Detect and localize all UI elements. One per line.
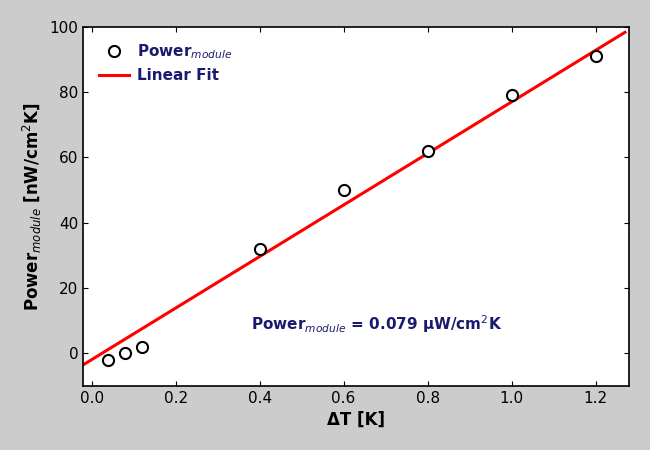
Point — [506, 92, 517, 99]
Point — [103, 356, 114, 363]
Point — [254, 245, 265, 252]
Point — [136, 343, 147, 350]
Legend: Power$_{module}$, Linear Fit: Power$_{module}$, Linear Fit — [91, 35, 240, 91]
Y-axis label: Power$_{module}$ [nW/cm$^{2}$K]: Power$_{module}$ [nW/cm$^{2}$K] — [21, 102, 44, 310]
Point — [590, 53, 601, 60]
Point — [120, 350, 131, 357]
X-axis label: ΔT [K]: ΔT [K] — [327, 411, 385, 429]
Point — [339, 186, 349, 194]
Text: Power$_{module}$ = 0.079 μW/cm$^{2}$K: Power$_{module}$ = 0.079 μW/cm$^{2}$K — [251, 314, 502, 335]
Point — [422, 147, 433, 154]
